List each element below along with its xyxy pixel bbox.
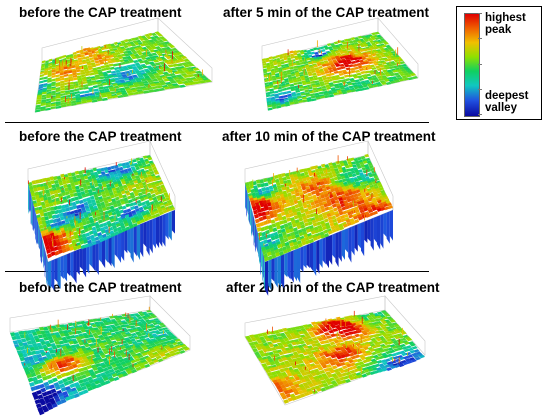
surface-row2-before — [27, 140, 176, 291]
surface-row1-before — [34, 17, 213, 113]
row-separator-1 — [5, 122, 429, 123]
legend-valley-label: valley — [485, 102, 517, 114]
surface-row2-after — [244, 140, 394, 296]
surface-row1-after — [261, 17, 419, 111]
legend-color-bar — [464, 13, 480, 117]
row-separator-2 — [5, 271, 429, 272]
row2-right-title: after 10 min of the CAP treatment — [222, 129, 436, 144]
legend-deepest-label: deepest — [485, 90, 529, 102]
legend-peak-label: peak — [485, 24, 512, 36]
legend-tick — [478, 13, 482, 14]
surface-row3-after — [244, 295, 426, 406]
row2-left-title: before the CAP treatment — [19, 129, 182, 144]
surface-row3-before — [9, 295, 191, 416]
legend-tick — [478, 89, 482, 90]
legend-tick — [478, 64, 482, 65]
row1-left-title: before the CAP treatment — [19, 5, 182, 20]
color-legend: highest peak deepest valley — [456, 6, 542, 120]
row1-right-title: after 5 min of the CAP treatment — [223, 5, 430, 20]
legend-tick — [478, 114, 482, 115]
legend-highest-label: highest — [485, 12, 526, 24]
legend-tick — [478, 38, 482, 39]
